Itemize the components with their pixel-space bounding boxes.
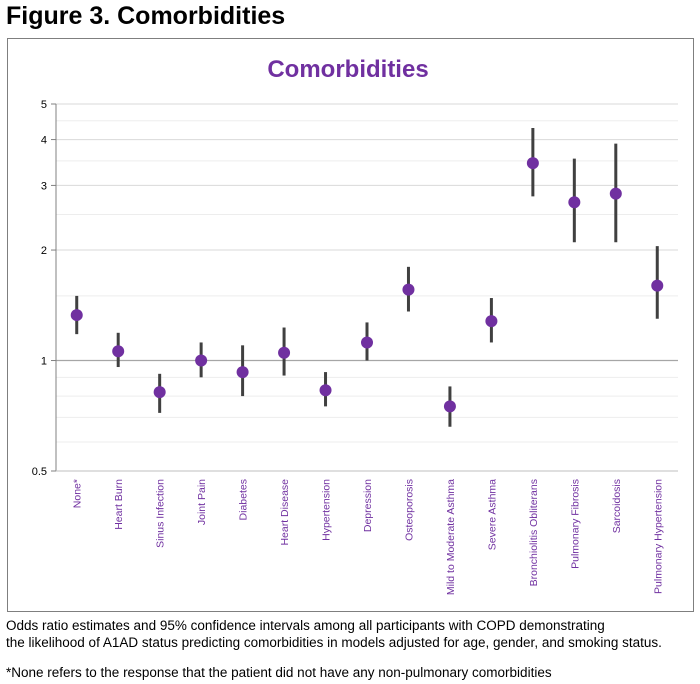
footnote: *None refers to the response that the pa… [6, 665, 552, 680]
caption-line-1: Odds ratio estimates and 95% confidence … [6, 618, 605, 633]
data-point [443, 400, 456, 413]
comorbidities-chart: Comorbidities None* Heart Burn Sinus Infec… [32, 56, 678, 595]
axes [51, 103, 678, 472]
category-label: Sinus Infection [155, 479, 167, 548]
y-tick-label: 3 [41, 180, 47, 192]
data-point [112, 345, 125, 358]
figure-title: Figure 3. Comorbidities [6, 2, 286, 30]
confidence-intervals [75, 128, 659, 427]
y-tick-label: 2 [41, 245, 47, 257]
category-label: Sarcoidosis [611, 479, 623, 533]
category-labels: None* Heart Burn Sinus Infection Joint Pain… [72, 479, 665, 595]
data-point [361, 336, 373, 349]
chart-title: Comorbidities [267, 56, 428, 83]
category-label: None* [72, 479, 84, 508]
y-tick-label: 1 [41, 356, 47, 368]
gridlines [56, 103, 678, 472]
category-label: Joint Pain [196, 479, 208, 525]
y-tick-label: 0.5 [32, 466, 47, 478]
data-point [609, 187, 622, 200]
data-point [153, 386, 166, 399]
figure-caption: Odds ratio estimates and 95% confidence … [6, 617, 662, 651]
data-point [651, 279, 664, 292]
category-label: Severe Asthma [486, 479, 498, 550]
y-tick-label: 5 [41, 99, 47, 111]
y-tick-labels: 0.5 1 2 3 4 5 [32, 99, 47, 478]
data-point [236, 366, 249, 379]
data-point [402, 283, 415, 296]
point-estimates [70, 157, 664, 413]
chart-panel: Comorbidities None* Heart Burn Sinus Infec… [7, 38, 694, 612]
category-label: Heart Disease [279, 479, 291, 546]
data-point [319, 384, 332, 397]
caption-line-2: the likelihood of A1AD status predicting… [6, 635, 662, 650]
data-point [70, 309, 83, 322]
data-point [526, 157, 539, 170]
category-label: Osteoporosis [403, 479, 415, 541]
data-point [278, 346, 291, 359]
category-label: Hypertension [321, 479, 333, 541]
data-point [568, 196, 581, 209]
category-label: Pulmonary Fibrosis [569, 479, 581, 569]
data-point [485, 315, 498, 328]
y-tick-label: 4 [41, 135, 47, 147]
category-label: Heart Burn [113, 479, 125, 530]
category-label: Diabetes [238, 479, 250, 520]
category-label: Mild to Moderate Asthma [445, 479, 457, 595]
category-label: Depression [362, 479, 374, 532]
category-label: Pulmonary Hypertension [652, 479, 664, 594]
data-point [195, 354, 208, 367]
category-label: Bronchiolitis Obliterans [528, 479, 540, 586]
